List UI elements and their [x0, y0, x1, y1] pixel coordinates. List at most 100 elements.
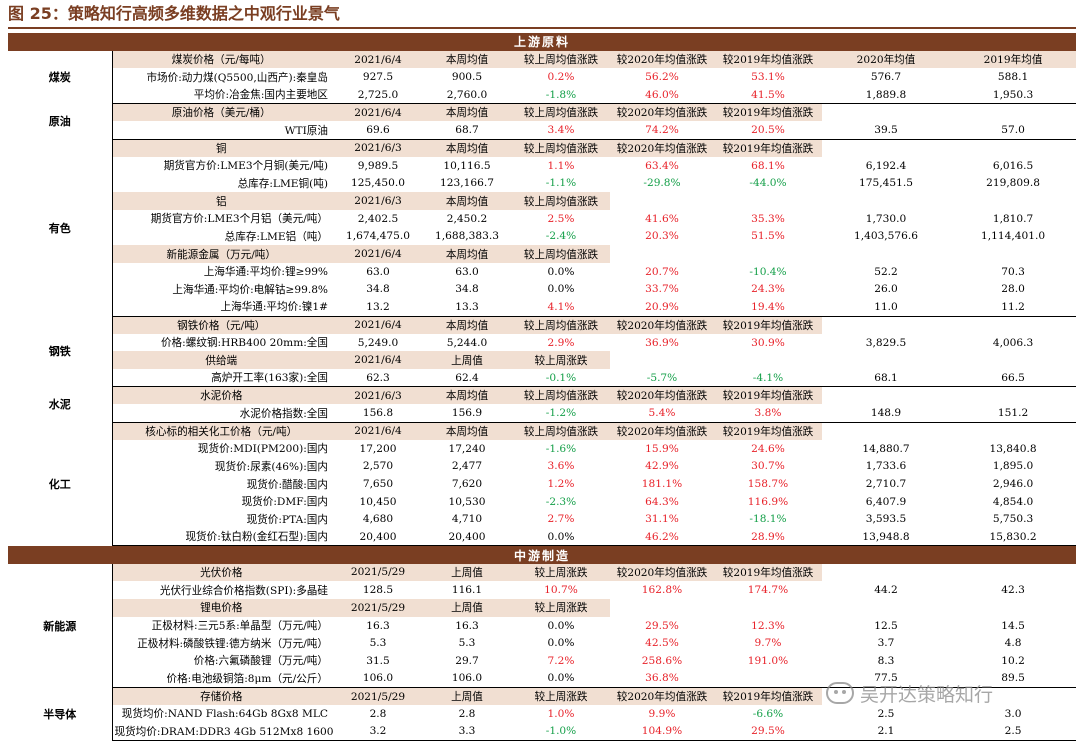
value-cell: -10.4%: [714, 263, 822, 281]
value-cell: 1,403,576.6: [822, 228, 950, 246]
value-cell: 576.7: [822, 68, 950, 86]
watermark-text: 吴开达策略知行: [860, 680, 993, 707]
value-cell: 1,730.0: [822, 210, 950, 228]
header-cell: 较2019年均值涨跌: [714, 104, 822, 122]
value-cell: 125,450.0: [334, 175, 422, 193]
category-label: 化工: [8, 422, 112, 546]
value-cell: 7,620: [422, 475, 512, 493]
header-cell: [822, 387, 950, 405]
header-cell: 较2020年均值涨跌: [610, 422, 714, 440]
sub-header-row: 有色铜 2021/6/3 本周均值 较上周均值涨跌 较2020年均值涨跌 较2019年均值…: [8, 139, 1076, 157]
value-cell: 63.0: [422, 263, 512, 281]
header-cell: 较2020年均值涨跌: [610, 51, 714, 69]
sub-header-label: 存储价格: [112, 687, 334, 705]
header-cell: 较2019年均值涨跌: [714, 564, 822, 582]
value-cell: 123,166.7: [422, 175, 512, 193]
category-label: 半导体: [8, 687, 112, 740]
value-cell: 5.3: [334, 634, 422, 652]
table-row: 期货官方价:LME3个月铝（美元/吨） 2,402.5 2,450.2 2.5% 41.…: [8, 210, 1076, 228]
value-cell: 19.4%: [714, 298, 822, 316]
header-cell: 本周均值: [422, 387, 512, 405]
sub-header-label: 原油价格（美元/桶）: [112, 104, 334, 122]
category-label: 煤炭: [8, 51, 112, 104]
header-cell: 2021/6/4: [334, 51, 422, 69]
header-cell: 较2019年均值涨跌: [714, 51, 822, 69]
sub-header-label: 锂电价格: [112, 599, 334, 617]
row-label: 市场价:动力煤(Q5500,山西产):秦皇岛: [112, 68, 334, 86]
value-cell: 900.5: [422, 68, 512, 86]
value-cell: 5.4%: [610, 404, 714, 422]
value-cell: 148.9: [822, 404, 950, 422]
row-label: 正极材料:三元5系:单晶型（万元/吨）: [112, 617, 334, 635]
header-cell: [950, 564, 1076, 582]
value-cell: 3.3: [422, 723, 512, 741]
value-cell: -6.6%: [714, 705, 822, 723]
value-cell: 9.9%: [610, 705, 714, 723]
value-cell: 13.3: [422, 298, 512, 316]
value-cell: 9,989.5: [334, 157, 422, 175]
header-cell: 较2020年均值涨跌: [610, 139, 714, 157]
value-cell: 52.2: [822, 263, 950, 281]
table-row: 价格:螺纹钢:HRB400 20mm:全国 5,249.0 5,244.0 2.9% 3…: [8, 334, 1076, 352]
table-row: 上海华通:平均价:镍1# 13.2 13.3 4.1% 20.9% 19.4% 11.0 11…: [8, 298, 1076, 316]
row-label: 现货价:尿素(46%):国内: [112, 458, 334, 476]
value-cell: 0.0%: [512, 670, 610, 688]
header-cell: 较上周均值涨跌: [512, 192, 610, 210]
row-label: 现货价:钛白粉(金红石型):国内: [112, 528, 334, 546]
value-cell: 10,530: [422, 493, 512, 511]
value-cell: 1.1%: [512, 157, 610, 175]
header-cell: 较上周均值涨跌: [512, 104, 610, 122]
value-cell: 12.3%: [714, 617, 822, 635]
value-cell: 5,750.3: [950, 511, 1076, 529]
value-cell: 9.7%: [714, 634, 822, 652]
figure-title: 图 25：策略知行高频多维数据之中观行业景气: [8, 2, 340, 28]
section-title: 中游制造: [8, 546, 1076, 564]
header-cell: [950, 104, 1076, 122]
value-cell: 0.0%: [512, 281, 610, 299]
header-cell: 较上周均值涨跌: [512, 316, 610, 334]
sub-header-row: 铝 2021/6/3 本周均值 较上周均值涨跌: [8, 192, 1076, 210]
section-band: 中游制造: [8, 546, 1076, 564]
sub-header-label: 光伏价格: [112, 564, 334, 582]
value-cell: 28.0: [950, 281, 1076, 299]
sub-header-row: 新能源金属（万元/吨） 2021/6/4 本周均值 较上周均值涨跌: [8, 245, 1076, 263]
value-cell: -2.3%: [512, 493, 610, 511]
header-cell: [714, 599, 822, 617]
header-cell: 2021/6/3: [334, 139, 422, 157]
table-row: 总库存:LME铝（吨） 1,674,475.0 1,688,383.3 -2.4% 20…: [8, 228, 1076, 246]
value-cell: -0.1%: [512, 369, 610, 387]
value-cell: 258.6%: [610, 652, 714, 670]
value-cell: 5,249.0: [334, 334, 422, 352]
header-cell: [822, 245, 950, 263]
header-cell: 2021/6/4: [334, 245, 422, 263]
header-cell: [822, 564, 950, 582]
value-cell: 1,733.6: [822, 458, 950, 476]
table-row: 现货价:PTA:国内 4,680 4,710 2.7% 31.1% -18.1% 3,593…: [8, 511, 1076, 529]
value-cell: 14.5: [950, 617, 1076, 635]
header-cell: [950, 387, 1076, 405]
header-cell: 2021/6/4: [334, 104, 422, 122]
value-cell: 2,760.0: [422, 86, 512, 104]
value-cell: 3.8%: [714, 404, 822, 422]
value-cell: 4,680: [334, 511, 422, 529]
header-cell: [822, 104, 950, 122]
row-label: 正极材料:磷酸铁锂:德方纳米（万元/吨）: [112, 634, 334, 652]
value-cell: 2.1: [822, 723, 950, 741]
value-cell: 15.9%: [610, 440, 714, 458]
value-cell: 156.8: [334, 404, 422, 422]
value-cell: -18.1%: [714, 511, 822, 529]
value-cell: 3.6%: [512, 458, 610, 476]
value-cell: 6,407.9: [822, 493, 950, 511]
header-cell: 较上周均值涨跌: [512, 139, 610, 157]
header-cell: [950, 599, 1076, 617]
value-cell: 156.9: [422, 404, 512, 422]
value-cell: 41.6%: [610, 210, 714, 228]
value-cell: 174.7%: [714, 581, 822, 599]
value-cell: 4,854.0: [950, 493, 1076, 511]
value-cell: 8.3: [822, 652, 950, 670]
header-cell: 2021/5/29: [334, 564, 422, 582]
value-cell: 20.5%: [714, 121, 822, 139]
value-cell: 11.2: [950, 298, 1076, 316]
value-cell: 1,950.3: [950, 86, 1076, 104]
sub-header-label: 水泥价格: [112, 387, 334, 405]
